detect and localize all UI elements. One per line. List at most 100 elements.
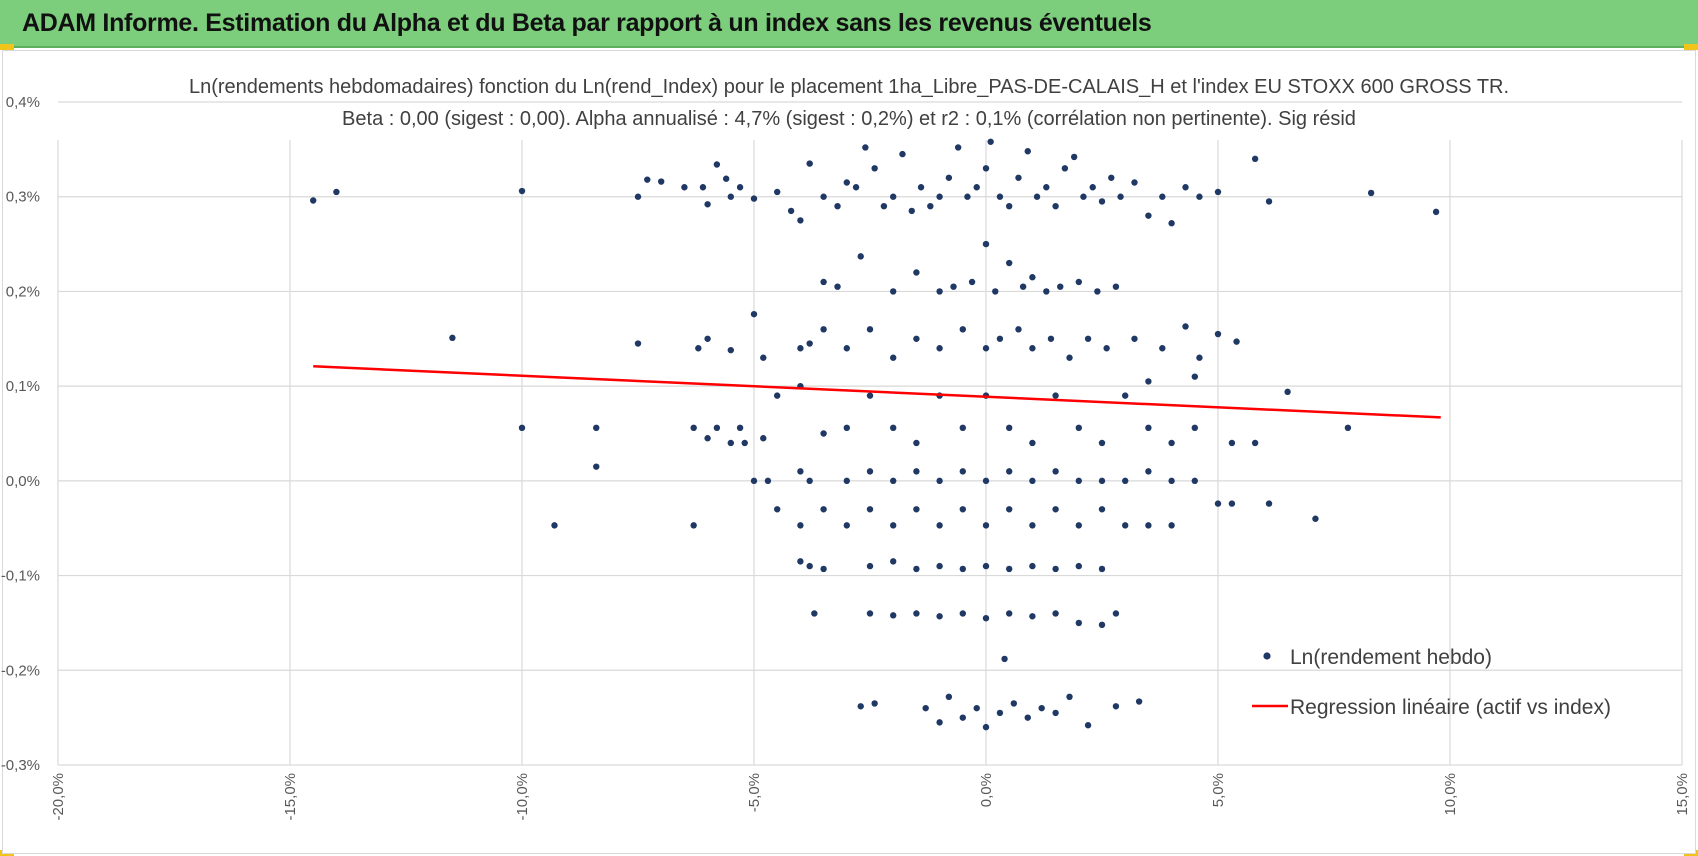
data-point (1015, 174, 1022, 181)
data-point (987, 138, 994, 145)
data-point (806, 477, 813, 485)
data-point (1075, 522, 1083, 529)
y-tick-label: 0,3% (6, 189, 40, 206)
data-point (593, 424, 600, 432)
data-point (1098, 477, 1106, 485)
data-point (890, 612, 897, 619)
data-point (1228, 439, 1236, 447)
data-point (1001, 655, 1008, 663)
data-point (1145, 378, 1152, 385)
data-point (866, 562, 874, 570)
data-point (704, 335, 711, 342)
data-point (982, 723, 990, 731)
data-point (1038, 704, 1045, 712)
data-point (1006, 610, 1013, 617)
report-title: ADAM Informe. Estimation du Alpha et du … (22, 9, 1152, 37)
data-point (310, 197, 317, 204)
data-point (1145, 468, 1152, 475)
data-point (982, 165, 990, 172)
data-point (866, 326, 874, 333)
data-point (690, 522, 697, 529)
data-point (797, 468, 804, 475)
data-point (518, 187, 526, 195)
data-point (936, 193, 943, 200)
data-point (1057, 283, 1064, 290)
data-point (1117, 193, 1124, 200)
data-point (1052, 392, 1059, 399)
data-point (1191, 373, 1199, 380)
data-point (890, 288, 897, 295)
data-point (722, 175, 730, 182)
data-point (1145, 424, 1152, 432)
data-point (1265, 500, 1273, 507)
data-point (806, 562, 813, 570)
data-point (699, 184, 707, 191)
data-point (727, 346, 734, 354)
data-point (1098, 565, 1106, 573)
data-point (1052, 468, 1059, 475)
data-point (1066, 354, 1073, 361)
y-tick-label: 0,0% (6, 473, 40, 490)
legend-label-regression: Regression linéaire (actif vs index) (1290, 696, 1611, 719)
data-point (1098, 198, 1106, 205)
data-point (713, 161, 721, 168)
x-tick-label: 0,0% (978, 773, 995, 807)
data-point (1196, 354, 1203, 361)
data-point (1344, 424, 1352, 432)
data-point (1112, 703, 1120, 710)
data-point (871, 165, 878, 172)
data-point (1145, 522, 1152, 529)
y-tick-label: -0,2% (1, 662, 40, 679)
data-point (992, 288, 999, 295)
data-point (1214, 330, 1222, 338)
data-point (959, 468, 966, 475)
data-point (764, 477, 772, 485)
data-point (1006, 565, 1013, 573)
data-point (1075, 424, 1083, 432)
data-point (1284, 388, 1291, 396)
y-tick-label: 0,4% (6, 94, 40, 111)
data-point (736, 184, 744, 191)
data-point (1075, 477, 1083, 485)
y-tick-label: -0,1% (1, 568, 40, 585)
corner-marker-top-left (0, 44, 14, 50)
data-point (890, 477, 897, 485)
data-point (1131, 179, 1138, 186)
data-point (787, 207, 795, 215)
data-point (843, 522, 850, 529)
data-point (1029, 345, 1036, 352)
data-point (658, 178, 665, 185)
data-point (1251, 439, 1259, 447)
data-point (945, 693, 953, 701)
data-point (634, 340, 642, 347)
data-point (1061, 165, 1069, 172)
data-point (899, 150, 906, 158)
data-point (982, 345, 990, 352)
data-point (880, 202, 888, 210)
data-point (857, 253, 864, 260)
data-point (1006, 259, 1013, 267)
data-point (913, 610, 920, 617)
data-point (741, 439, 748, 447)
data-point (1052, 506, 1059, 513)
legend-point-marker (1263, 652, 1271, 660)
data-point (1168, 477, 1175, 485)
data-point (1006, 468, 1013, 475)
x-tick-label: 5,0% (1210, 773, 1227, 807)
data-point (1052, 202, 1059, 210)
data-point (1168, 439, 1175, 447)
chart-title: Ln(rendements hebdomadaires) fonction du… (188, 76, 1510, 98)
regression-line (313, 365, 1441, 419)
data-point (1312, 515, 1319, 522)
data-point (1052, 610, 1059, 617)
data-point (333, 188, 340, 196)
y-tick-label: 0,1% (6, 378, 40, 395)
y-tick-label: 0,2% (6, 283, 40, 300)
data-point (1122, 522, 1129, 529)
data-point (1196, 193, 1203, 200)
title-banner: ADAM Informe. Estimation du Alpha et du … (0, 0, 1698, 48)
data-point (913, 565, 920, 573)
data-point (774, 506, 781, 513)
data-point (959, 565, 966, 573)
data-point (681, 184, 688, 191)
